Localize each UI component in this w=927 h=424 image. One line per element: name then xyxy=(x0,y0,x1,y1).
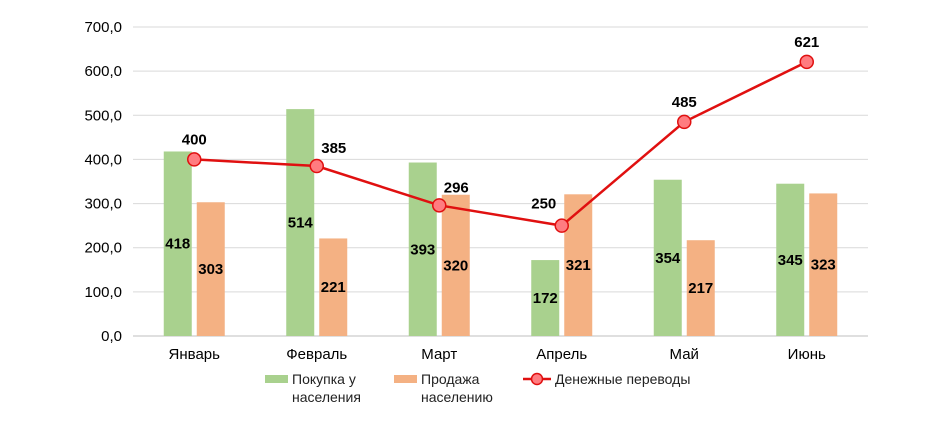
transfers-point xyxy=(309,158,324,174)
line-label-transfers: 250 xyxy=(531,196,556,213)
y-tick-label: 400,0 xyxy=(84,151,122,168)
line-label-transfers: 400 xyxy=(182,131,207,148)
bar-purchase xyxy=(776,183,805,336)
transfers-point xyxy=(187,152,202,167)
bar-label-purchase: 345 xyxy=(778,252,803,269)
y-tick-label: 100,0 xyxy=(84,284,122,301)
line-label-transfers: 485 xyxy=(672,94,697,111)
legend-item-sale: Продажа населению xyxy=(394,370,501,406)
bar-purchase xyxy=(531,260,560,336)
bar-purchase xyxy=(163,151,192,336)
transfers-point xyxy=(799,54,814,70)
transfers-line-path xyxy=(194,60,808,227)
x-tick-label: Май xyxy=(670,346,699,363)
bar-sale xyxy=(319,238,348,336)
bar-label-purchase: 393 xyxy=(410,241,435,258)
line-label-transfers: 385 xyxy=(321,140,346,157)
y-tick-label: 500,0 xyxy=(84,107,122,124)
bar-label-sale: 217 xyxy=(688,280,713,297)
x-tick-label: Февраль xyxy=(286,346,347,363)
legend-swatch-purchase xyxy=(265,375,288,383)
x-axis-ticks: Январь Февраль Март Апрель Май Июнь xyxy=(169,346,826,363)
legend-label-transfers: Денежные переводы xyxy=(555,371,691,387)
bar-label-sale: 320 xyxy=(443,257,468,274)
transfers-point xyxy=(432,198,447,213)
transfers-point xyxy=(677,114,692,130)
bar-label-sale: 303 xyxy=(198,261,223,278)
legend-swatch-sale xyxy=(394,375,417,383)
bar-sale xyxy=(564,194,593,336)
bar-label-purchase: 418 xyxy=(165,236,190,253)
line-label-transfers: 296 xyxy=(444,179,469,196)
legend-label-purchase: Покупка у населения xyxy=(292,371,361,405)
legend-item-purchase: Покупка у населения xyxy=(265,370,372,406)
y-tick-label: 200,0 xyxy=(84,240,122,257)
y-tick-label: 600,0 xyxy=(84,63,122,80)
bar-purchase xyxy=(653,179,682,336)
bar-purchase xyxy=(286,109,315,336)
legend-label-sale: Продажа населению xyxy=(421,371,493,405)
transfers-point xyxy=(554,218,569,233)
y-tick-label: 0,0 xyxy=(101,328,122,345)
bar-data-labels: 418 303 514 221 393 320 172 321 354 217 345 323 xyxy=(165,215,836,307)
transfers-line xyxy=(187,54,814,233)
y-axis-ticks: 0,0 100,0 200,0 300,0 400,0 500,0 600,0 700,0 xyxy=(84,19,122,345)
bar-sale xyxy=(196,202,225,336)
bar-label-sale: 221 xyxy=(321,279,346,296)
y-tick-label: 300,0 xyxy=(84,196,122,213)
legend-item-transfers: Денежные переводы xyxy=(523,370,725,388)
bar-purchase xyxy=(408,162,437,336)
line-data-labels: 400 385 296 250 485 621 xyxy=(182,34,820,213)
bar-label-purchase: 514 xyxy=(288,215,314,232)
bar-sale xyxy=(809,193,838,336)
legend-swatch-transfers xyxy=(523,372,551,386)
y-tick-label: 700,0 xyxy=(84,19,122,36)
bar-label-sale: 323 xyxy=(811,257,836,274)
bar-label-sale: 321 xyxy=(566,257,591,274)
gridlines xyxy=(133,26,868,337)
bars xyxy=(163,109,838,336)
x-tick-label: Март xyxy=(421,346,457,363)
bar-sale xyxy=(686,240,715,336)
x-tick-label: Январь xyxy=(169,346,221,363)
bar-label-purchase: 172 xyxy=(533,290,558,307)
x-tick-label: Июнь xyxy=(788,346,826,363)
bar-sale xyxy=(441,194,470,336)
legend: Покупка у населения Продажа населению Де… xyxy=(265,370,747,406)
line-label-transfers: 621 xyxy=(794,34,819,51)
bar-label-purchase: 354 xyxy=(655,250,681,267)
x-tick-label: Апрель xyxy=(536,346,587,363)
